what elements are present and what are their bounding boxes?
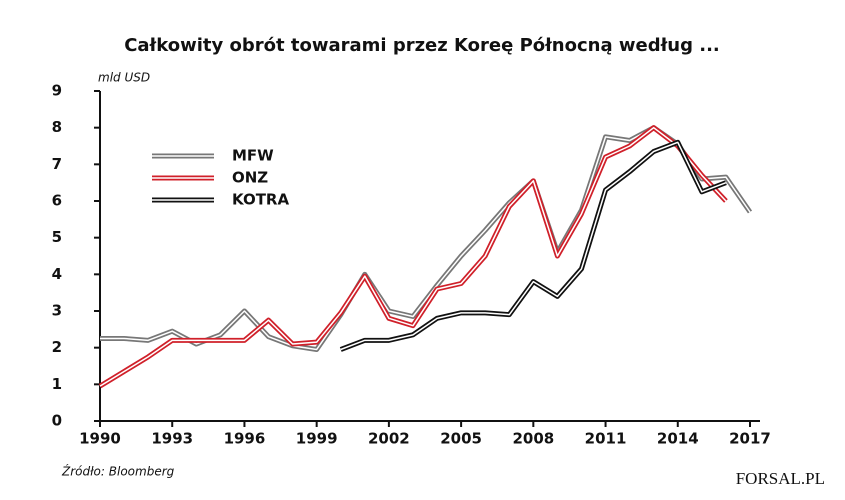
y-tick-label: 0 — [52, 412, 62, 430]
x-tick-label: 1993 — [151, 430, 193, 448]
x-tick-label: 1996 — [224, 430, 266, 448]
x-tick-label: 2005 — [440, 430, 482, 448]
series-line-highlight — [99, 126, 727, 387]
y-tick-label: 1 — [52, 375, 62, 393]
y-tick-label: 9 — [52, 82, 62, 100]
y-tick-label: 7 — [52, 155, 62, 173]
x-tick-label: 1999 — [296, 430, 338, 448]
series-line — [100, 125, 753, 352]
y-axis-label: mld USD — [98, 71, 150, 85]
y-tick-label: 6 — [52, 192, 62, 210]
chart-title: Całkowity obrót towarami przez Koreę Pół… — [124, 35, 720, 56]
series-line-highlight — [340, 141, 727, 351]
y-tick-label: 4 — [52, 265, 62, 283]
y-tick-label: 5 — [52, 228, 62, 246]
x-tick-label: 2002 — [368, 430, 410, 448]
logo: FORSAL.PL — [736, 469, 825, 488]
x-tick-label: 2017 — [729, 430, 771, 448]
y-tick-label: 3 — [52, 302, 62, 320]
source: Źródło: Bloomberg — [61, 464, 175, 479]
x-tick-label: 1990 — [79, 430, 121, 448]
series-line — [339, 139, 727, 352]
x-tick-label: 2014 — [657, 430, 699, 448]
y-tick-label: 2 — [52, 338, 62, 356]
legend-label: ONZ — [232, 169, 268, 187]
legend-label: KOTRA — [232, 191, 289, 209]
x-tick-label: 2011 — [585, 430, 627, 448]
legend-label: MFW — [232, 147, 274, 165]
series-line-highlight — [100, 126, 751, 351]
x-tick-label: 2008 — [512, 430, 554, 448]
y-tick-label: 8 — [52, 118, 62, 136]
